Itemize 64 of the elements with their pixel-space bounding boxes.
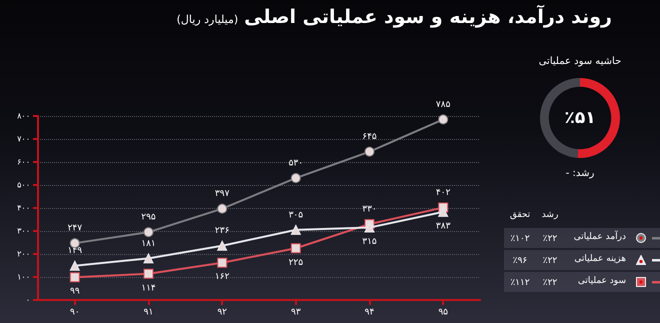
text: ٪۱۰۲: [510, 234, 530, 244]
data-label: ۱۶۲: [214, 272, 230, 282]
y-tick-label: ۵۰۰: [17, 180, 30, 190]
point: [290, 173, 301, 184]
point: [364, 146, 374, 157]
data-label: ۳۸۳: [436, 221, 451, 232]
data-label: ۷۸۵: [436, 100, 451, 110]
point: [290, 243, 301, 254]
point: [438, 206, 448, 217]
chart-title: حاشیه سود عملیاتی: [538, 56, 622, 67]
x-tick-label: ۹۲: [217, 308, 228, 318]
text: ٪۲۲: [542, 278, 558, 288]
text: ٪۲۲: [542, 234, 558, 244]
point: [217, 204, 228, 214]
point: [70, 260, 80, 271]
legend-label: هزینه عملیاتی: [574, 254, 626, 264]
data-label: ۲۹۵: [141, 212, 156, 223]
point: [364, 222, 374, 233]
x-tick-label: ۹۴: [364, 308, 374, 318]
y-tick-label: ۰: [26, 296, 30, 304]
point: [217, 258, 228, 268]
y-tick-label: ۸۰۰: [17, 112, 30, 120]
y-tick-label: ۳۰۰: [17, 226, 30, 236]
legend-label: سود عملیاتی: [578, 276, 626, 286]
y-tick-label: ۴۰۰: [17, 204, 30, 212]
chart-subtitle: (میلیارد ریال): [176, 13, 238, 26]
data-label: ۹۹: [70, 286, 80, 297]
x-tick-label: ۹۳: [290, 308, 301, 318]
text: ٪۹۶: [512, 256, 528, 266]
data-label: ۱۸۱: [141, 238, 156, 249]
data-label: ۳۱۵: [362, 237, 377, 248]
data-label: ۱۱۴: [141, 283, 156, 294]
text: رشد: [542, 210, 558, 220]
data-label: ۶۴۵: [362, 132, 377, 142]
x-tick-label: ۹۰: [70, 308, 80, 318]
point: [438, 114, 448, 124]
data-label: ۵۳۰: [288, 158, 304, 169]
y-tick-label: ۱۰۰: [17, 272, 30, 282]
point: [217, 240, 228, 251]
data-label: ۲۴۷: [68, 224, 82, 234]
text: رشد: -: [564, 168, 596, 179]
data-label: ۳۳۰: [362, 204, 377, 215]
text: ٪۲۲: [542, 256, 558, 266]
data-label: ۳۹۷: [214, 189, 230, 200]
chart-title: روند درآمد، هزینه و سود عملیاتی اصلی: [244, 6, 612, 28]
text: تحقق: [510, 210, 530, 220]
data-label: ۳۰۵: [288, 210, 304, 220]
y-tick-label: ۲۰۰: [17, 250, 30, 258]
data-label: ٪۵۱: [564, 108, 596, 128]
x-tick-label: ۹۵: [438, 308, 448, 318]
y-tick-label: ۶۰۰: [17, 158, 30, 166]
legend-label: درآمد عملیاتی: [574, 232, 626, 242]
text: ٪۱۱۲: [510, 278, 530, 288]
data-label: ۴۰۲: [436, 188, 451, 198]
data-label: ۲۳۶: [214, 226, 230, 236]
y-tick-label: ۷۰۰: [17, 134, 30, 144]
point: [70, 272, 80, 282]
point: [144, 227, 154, 238]
data-label: ۲۲۵: [288, 258, 304, 268]
x-tick-label: ۹۱: [144, 308, 154, 318]
point: [144, 253, 154, 264]
point: [144, 268, 154, 279]
point: [290, 224, 301, 235]
data-label: ۱۴۹: [68, 246, 82, 256]
